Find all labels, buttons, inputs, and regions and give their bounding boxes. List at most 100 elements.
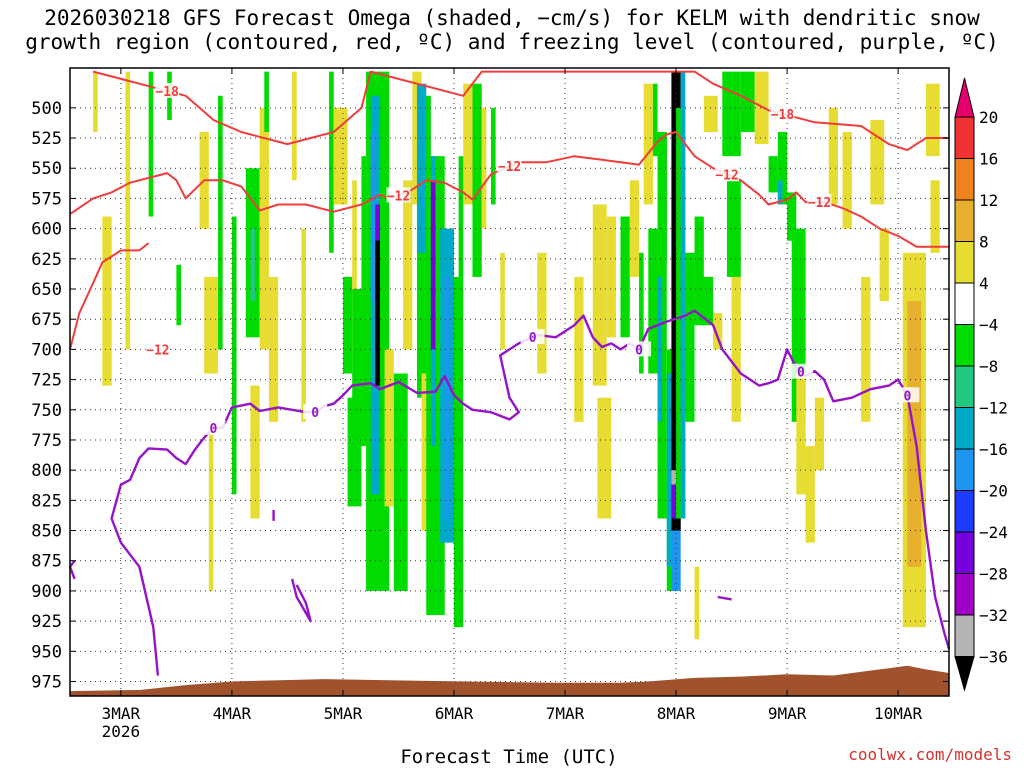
omega-cell: [176, 264, 182, 326]
y-tick-label: 525: [31, 129, 62, 149]
colorbar-segment: [954, 448, 975, 491]
colorbar-label: 16: [979, 150, 998, 169]
colorbar-segment: [954, 241, 975, 284]
x-tick-label: 7MAR: [546, 704, 585, 723]
title-line-2: growth region (contoured, red, ºC) and f…: [25, 30, 999, 54]
dgz-contour-label-bg: [386, 187, 411, 203]
plot-frame: [69, 67, 950, 697]
omega-cell: [102, 216, 112, 386]
omega-cell: [393, 373, 408, 591]
colorbar-label: −36: [979, 648, 1008, 667]
omega-cell: [694, 216, 704, 326]
omega-cell: [731, 276, 741, 422]
colorbar-label: −20: [979, 482, 1008, 501]
omega-cell: [722, 71, 741, 157]
dgz-contour-label-bg: [807, 194, 832, 210]
y-tick-label: 700: [31, 340, 62, 360]
omega-cell: [250, 385, 260, 519]
omega-cell: [250, 228, 256, 302]
omega-cell: [629, 180, 640, 277]
y-tick-label: 850: [31, 522, 62, 542]
y-tick-label: 575: [31, 189, 62, 209]
omega-cell: [592, 204, 607, 386]
y-tick-label: 600: [31, 220, 62, 240]
omega-cell: [796, 373, 806, 495]
y-tick-label: 675: [31, 310, 62, 330]
omega-cell: [93, 71, 98, 133]
freezing-level-label-bg: [303, 404, 328, 420]
colorbar: 20 16 12 8 4 −4 −8 −12 −16 −20 −24 −28 −32 −36: [954, 77, 1008, 692]
omega-cell: [574, 276, 584, 422]
dgz-contour-label: −12: [387, 189, 410, 204]
y-tick-label: 750: [31, 401, 62, 421]
freezing-level-label-bg: [201, 419, 226, 435]
omega-cell: [694, 566, 700, 640]
omega-cell: [754, 71, 769, 145]
y-tick-label: 900: [31, 582, 62, 602]
footer-credit: coolwx.com/models: [848, 745, 1012, 764]
omega-cell: [666, 373, 672, 567]
omega-cell: [713, 313, 723, 350]
freezing-level-label: 0: [210, 422, 218, 437]
y-tick-label: 825: [31, 491, 62, 511]
dgz-contour-label-bg: [145, 341, 170, 357]
dgz-contour-label-bg: [155, 82, 180, 98]
omega-cell: [639, 252, 644, 374]
omega-cell: [259, 107, 269, 350]
colorbar-label: −24: [979, 523, 1008, 542]
omega-cell: [463, 83, 473, 205]
x-tick-label: 5MAR: [324, 704, 363, 723]
omega-cell: [814, 397, 825, 471]
omega-cell: [329, 71, 334, 253]
omega-cell: [930, 180, 940, 253]
colorbar-bottom-triangle: [954, 656, 975, 692]
omega-cell: [740, 71, 755, 133]
omega-cell: [671, 518, 681, 591]
freezing-level-label-bg: [788, 363, 813, 379]
omega-cell: [218, 95, 223, 350]
y-tick-label: 925: [31, 612, 62, 632]
omega-cell: [703, 95, 718, 133]
omega-cell: [370, 132, 376, 302]
freezing-level-label: 0: [311, 406, 319, 421]
dgz-contour-label: −12: [808, 196, 831, 211]
omega-cell: [292, 71, 297, 181]
colorbar-label: 12: [979, 191, 998, 210]
terrain-fill: [70, 665, 949, 696]
colorbar-segment: [954, 531, 975, 574]
colorbar-label: −32: [979, 606, 1008, 625]
freezing-level-label-bg: [520, 329, 545, 345]
omega-cell: [403, 180, 413, 350]
omega-cell: [606, 216, 616, 338]
omega-shading-layer: [93, 71, 940, 640]
y-tick-label: 625: [31, 250, 62, 270]
omega-cell: [342, 276, 353, 374]
colorbar-label: 20: [979, 108, 998, 127]
dgz-contour-label: −18: [155, 85, 179, 100]
colorbar-label: −8: [979, 357, 998, 376]
y-tick-label: 875: [31, 552, 62, 572]
omega-cell: [597, 397, 612, 519]
colorbar-segment: [954, 158, 975, 201]
x-axis-label: Forecast Time (UTC): [400, 746, 617, 768]
omega-cell: [384, 349, 394, 507]
colorbar-label: 8: [979, 233, 989, 252]
freezing-level-label-bg: [895, 387, 920, 403]
omega-cell: [680, 71, 686, 519]
y-tick-label: 950: [31, 642, 62, 662]
omega-cell: [537, 252, 547, 374]
y-tick-label: 775: [31, 431, 62, 451]
y-tick-label: 800: [31, 461, 62, 481]
x-tick-label: 8MAR: [657, 704, 696, 723]
omega-cell: [301, 228, 306, 422]
dgz-contour-label-bg: [497, 158, 522, 174]
x-tick-label: 6MAR: [435, 704, 474, 723]
omega-cell: [268, 276, 279, 422]
x-tick-label: 4MAR: [213, 704, 252, 723]
omega-cell: [662, 132, 667, 265]
colorbar-label: −4: [979, 316, 998, 335]
freezing-level-label: 0: [903, 389, 911, 404]
x-tick-sublabel: 2026: [102, 722, 141, 741]
